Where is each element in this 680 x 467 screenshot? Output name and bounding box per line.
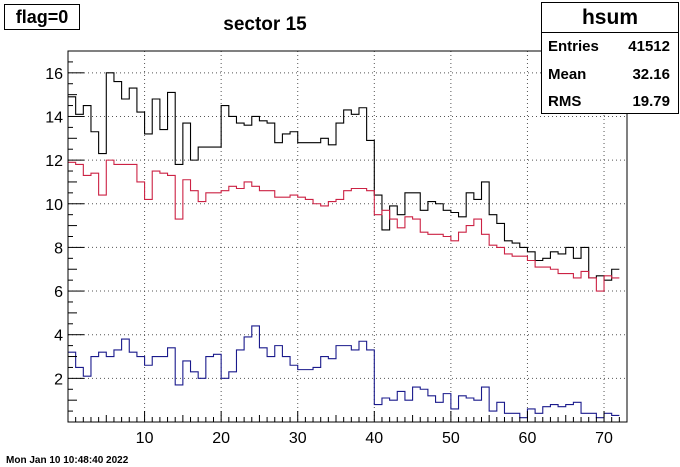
histogram-series-3-line xyxy=(68,325,620,419)
y-tick-label: 16 xyxy=(45,66,63,83)
y-tick-label: 14 xyxy=(45,109,63,126)
x-tick-label: 30 xyxy=(289,430,307,447)
y-tick-label: 2 xyxy=(54,371,63,388)
stats-entries-value: 41512 xyxy=(628,38,670,55)
stats-row-rms: RMS 19.79 xyxy=(548,90,670,114)
stats-mean-value: 32.16 xyxy=(632,66,670,83)
footer-timestamp: Mon Jan 10 10:48:40 2022 xyxy=(6,455,129,466)
histogram-series-2-line xyxy=(68,159,620,292)
stats-entries-label: Entries xyxy=(548,38,599,55)
y-tick-label: 12 xyxy=(45,153,63,170)
histogram-series xyxy=(68,72,620,419)
flag-label: flag=0 xyxy=(4,4,80,30)
x-tick-label: 70 xyxy=(595,430,613,447)
x-tick-label: 60 xyxy=(519,430,537,447)
x-tick-label: 20 xyxy=(212,430,230,447)
stats-histogram-name: hsum xyxy=(542,3,678,33)
chart-title: sector 15 xyxy=(223,14,307,35)
stats-rms-label: RMS xyxy=(548,93,582,110)
x-tick-label: 10 xyxy=(136,430,154,447)
stats-mean-label: Mean xyxy=(548,66,587,83)
y-tick-label: 6 xyxy=(54,284,63,301)
histogram-series-1-line xyxy=(68,72,620,281)
y-tick-label: 8 xyxy=(54,240,63,257)
stats-rms-value: 19.79 xyxy=(632,93,670,110)
x-tick-label: 50 xyxy=(442,430,460,447)
stats-row-entries: Entries 41512 xyxy=(548,35,670,59)
stats-box: hsum Entries 41512 Mean 32.16 RMS 19.79 xyxy=(541,2,679,114)
axis-ticks xyxy=(67,50,628,423)
axis-tick-labels: 10 20 30 40 50 60 70 2 4 6 8 10 12 14 16 xyxy=(45,66,613,447)
y-tick-label: 10 xyxy=(45,197,63,214)
x-tick-label: 40 xyxy=(365,430,383,447)
stats-row-mean: Mean 32.16 xyxy=(548,63,670,87)
y-tick-label: 4 xyxy=(54,328,63,345)
